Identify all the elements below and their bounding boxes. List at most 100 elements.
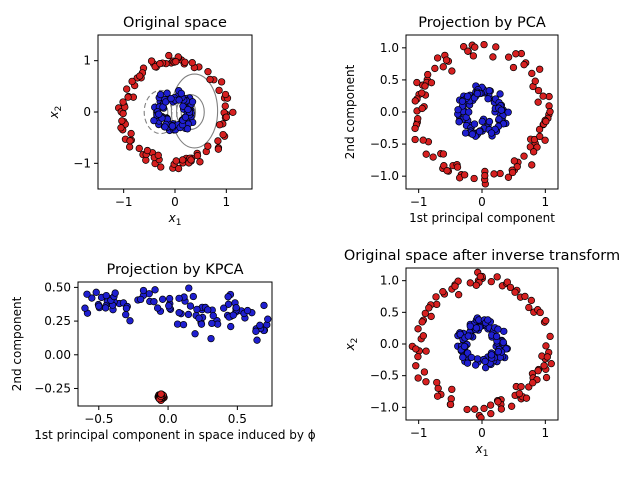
outer-point bbox=[477, 414, 485, 420]
inner-point bbox=[191, 330, 199, 338]
outer-point bbox=[414, 325, 422, 333]
inner-point bbox=[497, 106, 506, 114]
outer-point bbox=[128, 77, 136, 86]
outer-point bbox=[193, 151, 202, 160]
contour-line bbox=[143, 89, 178, 135]
inner-point bbox=[493, 332, 501, 341]
outer-point bbox=[526, 143, 535, 151]
inner-point bbox=[487, 129, 496, 137]
outer-point bbox=[463, 405, 471, 414]
inner-point bbox=[252, 327, 260, 335]
inner-point bbox=[499, 338, 507, 346]
outer-point bbox=[411, 97, 419, 105]
y-tick-label: 0 bbox=[83, 105, 91, 119]
outer-point bbox=[117, 124, 125, 132]
outer-point bbox=[143, 146, 152, 155]
x-tick-label: −1 bbox=[410, 195, 428, 209]
inner-point bbox=[122, 310, 130, 319]
outer-point bbox=[127, 129, 135, 138]
inner-point bbox=[256, 321, 264, 329]
outer-point bbox=[515, 389, 524, 398]
outer-point bbox=[414, 114, 422, 123]
outer-point bbox=[422, 347, 430, 355]
inner-point bbox=[465, 108, 473, 116]
inner-point bbox=[101, 304, 110, 312]
inner-point bbox=[220, 304, 228, 312]
outer-point bbox=[459, 43, 468, 51]
inner-point bbox=[495, 115, 503, 123]
inner-point bbox=[189, 292, 197, 301]
outer-point bbox=[542, 117, 550, 126]
outer-point bbox=[520, 152, 528, 160]
outer-point bbox=[181, 58, 189, 66]
inner-point bbox=[150, 116, 158, 125]
outer-point bbox=[497, 405, 506, 413]
inner-point bbox=[224, 293, 232, 301]
inner-point bbox=[95, 302, 103, 310]
outer-point bbox=[414, 353, 422, 361]
outer-point bbox=[418, 89, 426, 97]
outer-point bbox=[221, 90, 230, 99]
x-tick-label: −1 bbox=[115, 195, 133, 209]
y-tick-label: 0.25 bbox=[44, 314, 71, 328]
inner-point bbox=[155, 110, 163, 118]
outer-point bbox=[214, 145, 223, 153]
outer-point bbox=[510, 157, 518, 165]
outer-point bbox=[489, 53, 497, 61]
inner-point bbox=[175, 294, 183, 303]
outer-point bbox=[157, 163, 165, 171]
inner-point bbox=[473, 89, 482, 98]
inner-point bbox=[197, 320, 206, 328]
outer-point bbox=[547, 360, 555, 368]
outer-point bbox=[530, 148, 538, 156]
axis-label: x1 bbox=[168, 211, 182, 228]
outer-point bbox=[508, 402, 516, 410]
inner-point bbox=[208, 319, 216, 328]
y-tick-label: 0.0 bbox=[380, 105, 399, 119]
inner-point bbox=[458, 97, 467, 105]
outer-point bbox=[494, 398, 502, 406]
inner-point bbox=[186, 302, 195, 310]
axis-label: 2nd component bbox=[343, 64, 357, 159]
x-tick-label: −1 bbox=[410, 426, 428, 440]
outer-point bbox=[421, 309, 429, 318]
outer-point bbox=[217, 78, 226, 86]
inner-point bbox=[485, 117, 494, 126]
inner-point bbox=[165, 294, 174, 303]
outer-point bbox=[411, 135, 419, 144]
inner-point bbox=[473, 355, 482, 363]
outer-point bbox=[412, 345, 420, 353]
outer-point bbox=[178, 156, 187, 164]
outer-point bbox=[545, 92, 553, 101]
outer-point bbox=[472, 281, 480, 289]
inner-point bbox=[158, 295, 167, 303]
subplot-inverse: −1 0 1 −1.0 −0.5 0.0 0.5 1.0 Original space afte… bbox=[343, 248, 620, 459]
inner-point bbox=[122, 304, 131, 312]
outer-point bbox=[528, 161, 536, 169]
x-tick-label: 0 bbox=[171, 195, 179, 209]
y-tick-label: 0.5 bbox=[380, 305, 399, 319]
outer-point bbox=[424, 70, 432, 79]
x-tick-label: 0.0 bbox=[159, 412, 178, 426]
outer-point bbox=[118, 117, 126, 125]
inner-point bbox=[455, 118, 463, 126]
inner-point bbox=[92, 288, 100, 296]
outer-point bbox=[460, 171, 469, 179]
axis-label: 1st principal component in space induced… bbox=[34, 428, 316, 442]
outer-point bbox=[546, 108, 554, 116]
outer-point bbox=[531, 77, 539, 85]
subplot-title: Original space after inverse transform bbox=[344, 248, 620, 264]
inner-point bbox=[167, 94, 175, 103]
inner-point bbox=[195, 314, 203, 322]
inner-point bbox=[470, 120, 479, 128]
inner-point bbox=[177, 89, 186, 98]
outer-point bbox=[504, 173, 513, 181]
inner-point bbox=[183, 125, 192, 133]
outer-point bbox=[174, 164, 183, 173]
outer-point bbox=[442, 56, 451, 64]
y-tick-label: 1 bbox=[83, 54, 91, 68]
outer-point bbox=[525, 303, 533, 312]
outer-point bbox=[157, 390, 165, 398]
outer-point bbox=[154, 151, 162, 159]
